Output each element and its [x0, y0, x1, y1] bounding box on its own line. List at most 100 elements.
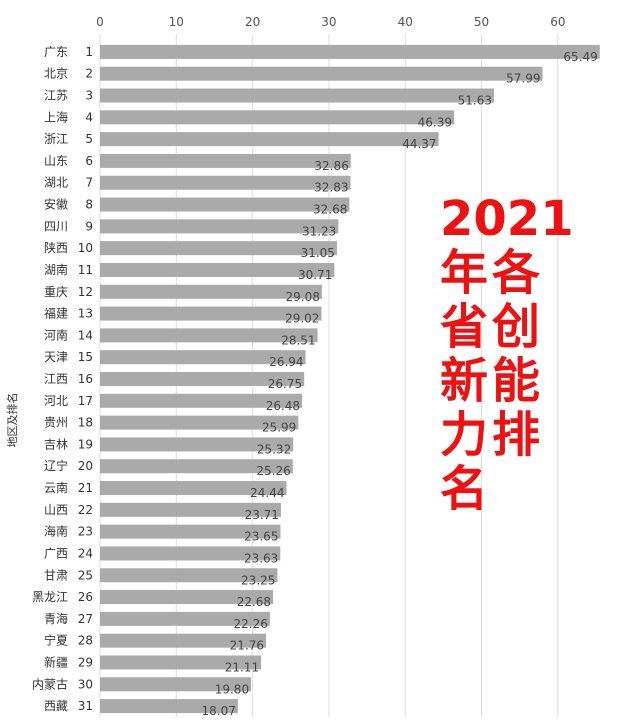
- value-label: 32.86: [314, 159, 348, 173]
- bar: [100, 481, 287, 496]
- rank-label: 6: [85, 154, 93, 168]
- bar: [100, 328, 318, 343]
- category-label: 黑龙江: [32, 590, 68, 604]
- rank-label: 10: [78, 241, 93, 255]
- rank-label: 29: [78, 655, 93, 669]
- category-label: 新疆: [44, 654, 68, 669]
- bar: [100, 699, 238, 714]
- bar: [100, 284, 322, 299]
- x-tick-label: 10: [169, 15, 184, 29]
- overlay-title: 2021 年各省创新能力排名: [440, 192, 574, 517]
- bar: [100, 110, 454, 125]
- value-label: 28.51: [281, 333, 315, 347]
- value-label: 18.07: [202, 704, 236, 718]
- rank-label: 16: [78, 372, 93, 386]
- rank-label: 11: [78, 263, 93, 277]
- bar: [100, 393, 303, 408]
- overlay-text: 年各省创新能力排名: [440, 245, 545, 517]
- value-label: 19.80: [215, 682, 249, 696]
- bar: [100, 459, 293, 474]
- category-label: 河北: [44, 394, 68, 408]
- y-axis-label: 地区及排名: [5, 393, 19, 448]
- bar: [100, 153, 351, 168]
- rank-label: 12: [78, 285, 93, 299]
- value-label: 23.63: [244, 551, 278, 565]
- bar: [100, 219, 339, 234]
- category-label: 天津: [44, 350, 68, 364]
- rank-label: 9: [85, 219, 93, 233]
- bar: [100, 175, 351, 190]
- category-label: 山东: [44, 154, 68, 168]
- x-tick-label: 60: [550, 15, 565, 29]
- category-label: 河南: [44, 327, 68, 342]
- rank-label: 28: [78, 634, 93, 648]
- rank-label: 14: [78, 328, 93, 342]
- category-label: 海南: [44, 524, 68, 539]
- category-label: 广东: [44, 45, 68, 59]
- category-label: 山西: [44, 503, 68, 517]
- value-label: 23.25: [241, 573, 275, 587]
- bar: [100, 132, 439, 147]
- bars: 广东 1 65.49 北京 2 57.99 江苏 3 51.63 上海 4 46.39 浙江 5 44.37…: [32, 44, 600, 718]
- category-label: 贵州: [44, 416, 68, 430]
- value-label: 25.32: [257, 442, 291, 456]
- bar: [100, 88, 494, 103]
- category-label: 辽宁: [44, 458, 68, 473]
- category-label: 青海: [44, 611, 68, 626]
- value-label: 26.94: [269, 355, 303, 369]
- bar: [100, 633, 267, 648]
- value-label: 24.44: [250, 486, 284, 500]
- value-label: 21.76: [230, 639, 264, 653]
- rank-label: 7: [85, 176, 93, 190]
- x-tick-label: 40: [398, 15, 413, 29]
- value-label: 22.26: [234, 617, 268, 631]
- bar: [100, 611, 270, 626]
- x-tick-label: 20: [245, 15, 260, 29]
- rank-label: 21: [78, 481, 93, 495]
- bar: [100, 677, 252, 692]
- x-tick-label: 30: [321, 15, 336, 29]
- rank-label: 13: [78, 307, 93, 321]
- category-label: 北京: [44, 67, 68, 81]
- rank-label: 24: [78, 546, 93, 560]
- rank-label: 15: [78, 350, 93, 364]
- category-label: 安徽: [44, 197, 68, 212]
- bar: [100, 241, 337, 256]
- rank-label: 30: [78, 677, 93, 691]
- rank-label: 8: [85, 198, 93, 212]
- bar: [100, 350, 306, 365]
- value-label: 31.23: [302, 224, 336, 238]
- bar: [100, 197, 350, 212]
- value-label: 65.49: [563, 50, 597, 64]
- rank-label: 1: [85, 45, 93, 59]
- bar: [100, 546, 281, 561]
- value-label: 21.11: [225, 660, 259, 674]
- bar: [100, 655, 262, 670]
- rank-label: 2: [85, 67, 93, 81]
- value-label: 32.68: [313, 203, 347, 217]
- x-tick-label: 50: [474, 15, 489, 29]
- value-label: 32.83: [314, 181, 348, 195]
- rank-label: 3: [85, 89, 93, 103]
- bar: [100, 262, 335, 277]
- value-label: 30.71: [298, 268, 332, 282]
- overlay-year: 2021: [440, 191, 574, 247]
- bar: [100, 415, 299, 430]
- rank-label: 4: [85, 110, 93, 124]
- bar: [100, 437, 294, 452]
- value-label: 44.37: [402, 137, 436, 151]
- rank-label: 5: [85, 132, 93, 146]
- value-label: 26.75: [268, 377, 302, 391]
- x-tick-label: 0: [96, 15, 104, 29]
- category-label: 陕西: [44, 240, 68, 255]
- category-label: 上海: [44, 109, 68, 124]
- category-label: 甘肃: [44, 568, 68, 582]
- value-label: 25.26: [256, 464, 290, 478]
- value-label: 22.68: [237, 595, 271, 609]
- bar: [100, 502, 281, 517]
- category-label: 四川: [44, 219, 68, 233]
- category-label: 湖北: [44, 175, 68, 190]
- category-label: 江西: [44, 372, 68, 386]
- value-label: 57.99: [506, 72, 540, 86]
- bar: [100, 568, 278, 583]
